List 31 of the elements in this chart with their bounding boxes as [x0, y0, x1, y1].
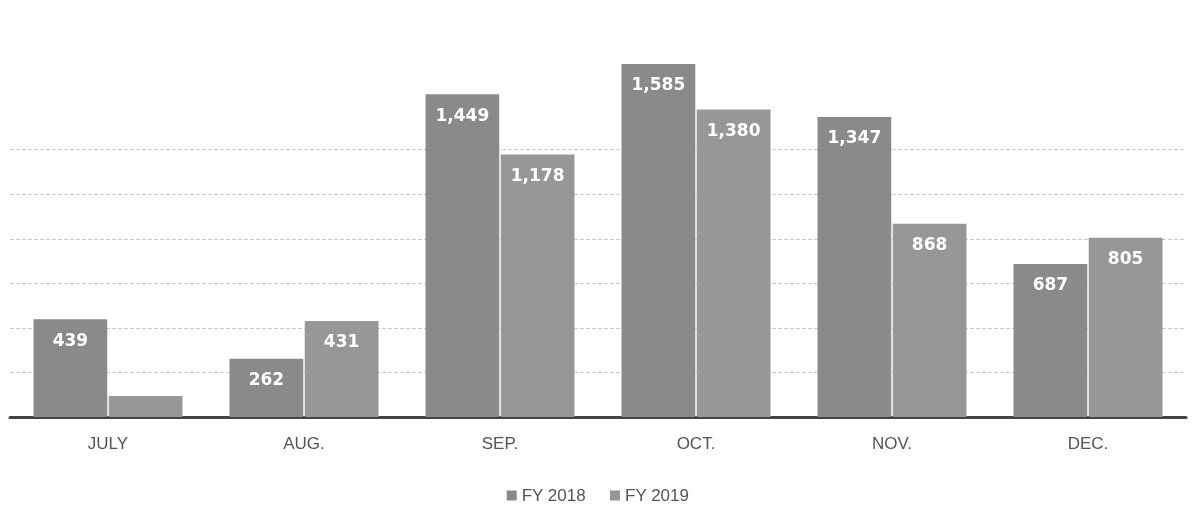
data-label: 1,178: [510, 165, 565, 186]
x-tick-label: JULY: [87, 434, 129, 453]
bar: [696, 109, 771, 417]
data-label: 805: [1107, 248, 1144, 269]
x-tick-label: NOV.: [871, 434, 913, 453]
bar: [425, 94, 500, 417]
x-tick-label: DEC.: [1067, 434, 1109, 453]
data-label: 1,449: [435, 104, 490, 125]
bar: [108, 396, 183, 417]
legend-label: FY 2018: [521, 486, 586, 505]
data-label: 1,585: [631, 74, 686, 95]
bar: [33, 319, 108, 417]
data-label: 262: [248, 369, 285, 390]
data-label: 687: [1032, 274, 1069, 295]
x-tick-label: AUG.: [283, 434, 325, 453]
x-tick-label: OCT.: [676, 434, 716, 453]
bar: [817, 116, 892, 417]
data-label: 431: [323, 331, 360, 352]
bar: [892, 223, 967, 417]
data-label: 868: [911, 234, 948, 255]
bar: [1088, 237, 1163, 417]
data-label: 1,347: [827, 127, 882, 148]
bar: [304, 320, 379, 417]
bar: [621, 63, 696, 417]
bar: [500, 154, 575, 417]
x-tick-label: SEP.: [481, 434, 519, 453]
data-label: 1,380: [706, 120, 761, 141]
bar: [229, 358, 304, 417]
legend-label: FY 2019: [625, 486, 689, 505]
bar: [1013, 263, 1088, 417]
data-label: 439: [52, 329, 89, 350]
